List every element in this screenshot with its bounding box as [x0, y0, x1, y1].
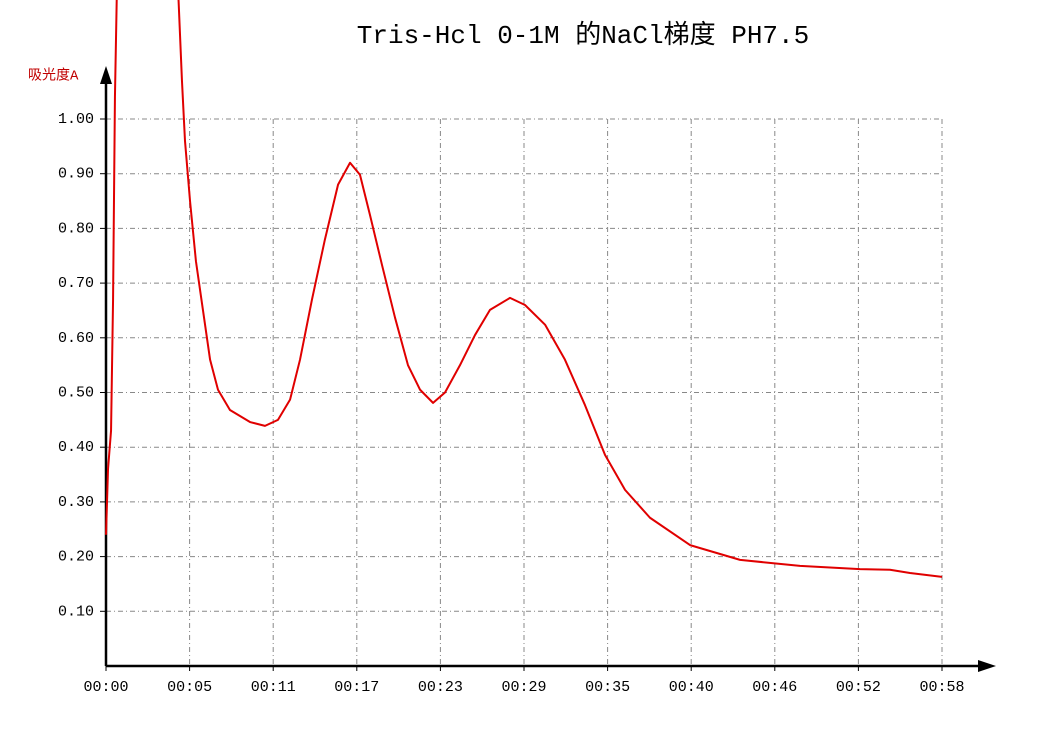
y-tick-label: 0.90 [58, 166, 94, 183]
x-tick-label: 00:40 [669, 679, 714, 696]
x-tick-label: 00:00 [83, 679, 128, 696]
x-tick-label: 00:17 [334, 679, 379, 696]
x-tick-label: 00:29 [501, 679, 546, 696]
y-tick-label: 0.20 [58, 549, 94, 566]
x-tick-label: 00:35 [585, 679, 630, 696]
x-axis-arrow [978, 660, 996, 672]
y-axis-arrow [100, 66, 112, 84]
y-tick-label: 0.30 [58, 494, 94, 511]
x-tick-label: 00:52 [836, 679, 881, 696]
y-tick-label: 0.60 [58, 330, 94, 347]
x-tick-label: 00:58 [919, 679, 964, 696]
y-tick-label: 0.70 [58, 275, 94, 292]
y-tick-label: 0.10 [58, 603, 94, 620]
x-tick-label: 00:46 [752, 679, 797, 696]
x-tick-label: 00:23 [418, 679, 463, 696]
grid [105, 118, 943, 666]
y-tick-label: 0.50 [58, 384, 94, 401]
y-tick-label: 0.40 [58, 439, 94, 456]
chart-title: Tris-Hcl 0-1M 的NaCl梯度 PH7.5 [357, 20, 809, 51]
y-tick-label: 1.00 [58, 111, 94, 128]
y-axis-label: 吸光度A [28, 68, 79, 85]
x-tick-label: 00:11 [251, 679, 296, 696]
y-tick-label: 0.80 [58, 220, 94, 237]
data-line [105, 0, 943, 578]
x-tick-label: 00:05 [167, 679, 212, 696]
